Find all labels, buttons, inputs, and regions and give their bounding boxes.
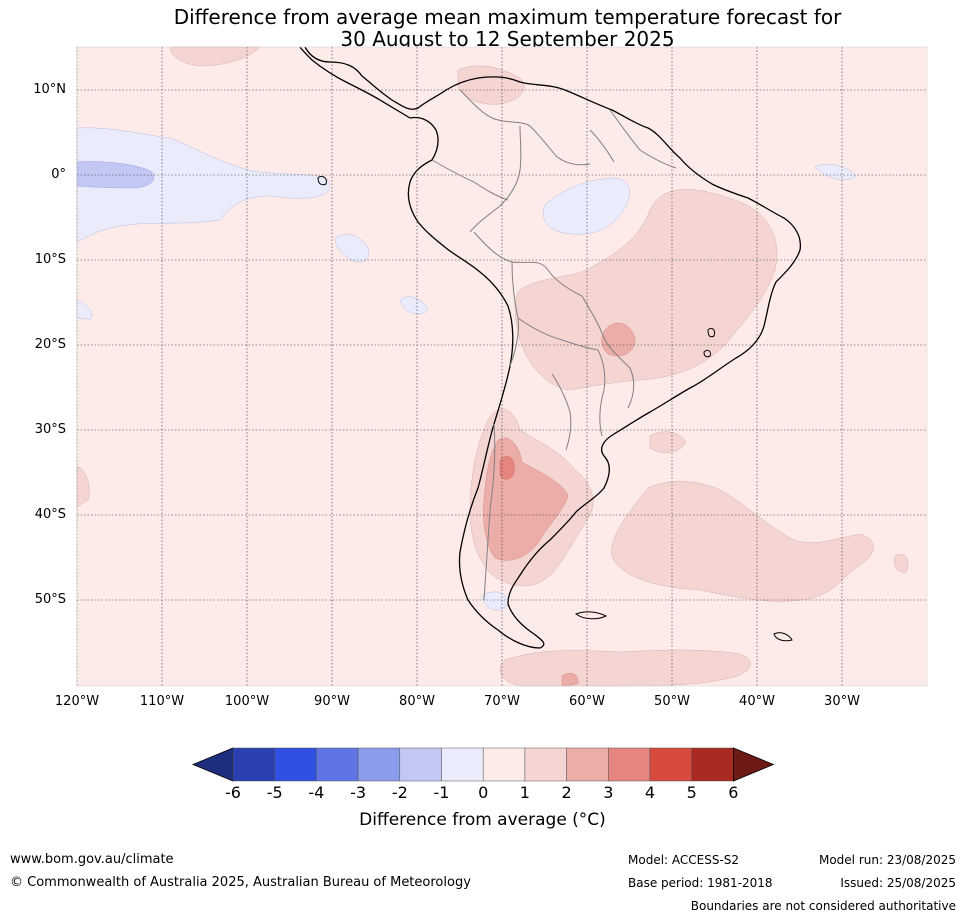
footer-boundaries-note: Boundaries are not considered authoritat… bbox=[690, 899, 956, 913]
lon-label-70w: 70°W bbox=[484, 694, 520, 709]
lon-label-30w: 30°W bbox=[824, 694, 860, 709]
warm-anomaly-south-atlantic bbox=[611, 481, 874, 602]
footer-model-run: Model run: 23/08/2025 bbox=[818, 853, 956, 867]
lat-label-0: 0° bbox=[51, 167, 66, 182]
map-title-line2: 30 August to 12 September 2025 bbox=[340, 27, 675, 51]
lon-label-120w: 120°W bbox=[54, 694, 100, 709]
colorbar-tick-label: -5 bbox=[266, 783, 283, 802]
lon-label-90w: 90°W bbox=[314, 694, 350, 709]
colorbar-bin bbox=[482, 747, 526, 782]
colorbar-tick-label: 6 bbox=[728, 783, 739, 802]
map-title-line1: Difference from average mean maximum tem… bbox=[173, 5, 842, 29]
warm-anomaly-south-pacific-west bbox=[76, 465, 90, 509]
country-borders bbox=[431, 89, 677, 601]
colorbar-bin bbox=[524, 747, 567, 782]
colorbar-bin bbox=[399, 747, 442, 782]
footer-model: Model: ACCESS-S2 bbox=[628, 853, 740, 867]
warm-anomaly-uruguay bbox=[649, 431, 687, 454]
cool-anomaly-small-3 bbox=[76, 299, 93, 321]
lat-label-10n: 10°N bbox=[33, 82, 66, 97]
lon-label-40w: 40°W bbox=[739, 694, 775, 709]
footer-issued: Issued: 25/08/2025 bbox=[840, 876, 956, 890]
colorbar-bin bbox=[691, 747, 734, 782]
lat-label-10s: 10°S bbox=[34, 252, 66, 267]
islands bbox=[317, 175, 793, 642]
colorbar-tick-label: -2 bbox=[391, 783, 408, 802]
cool-anomaly-east-atlantic bbox=[814, 164, 857, 180]
lat-label-20s: 20°S bbox=[34, 337, 66, 352]
colorbar-tick-label: -3 bbox=[350, 783, 367, 802]
colorbar-bin bbox=[441, 747, 484, 782]
colorbar-bin bbox=[316, 747, 359, 782]
colorbar-tick-label: 5 bbox=[686, 783, 697, 802]
warm-anomaly-argentina-peak bbox=[499, 456, 515, 480]
lon-label-50w: 50°W bbox=[654, 694, 690, 709]
cool-anomaly-core bbox=[76, 161, 155, 189]
colorbar-bin bbox=[232, 747, 275, 782]
lon-label-100w: 100°W bbox=[224, 694, 270, 709]
warm-anomaly-drake bbox=[499, 649, 751, 687]
colorbar-tick-label: 3 bbox=[603, 783, 614, 802]
lon-label-110w: 110°W bbox=[139, 694, 185, 709]
colorbar-bin bbox=[649, 747, 692, 782]
warm-anomaly-pacific-north bbox=[169, 46, 261, 67]
colorbar-bin bbox=[566, 747, 609, 782]
warm-anomaly-brazil bbox=[514, 189, 778, 391]
footer-base-period: Base period: 1981-2018 bbox=[628, 876, 773, 890]
lat-label-50s: 50°S bbox=[34, 592, 66, 607]
colorbar-tick-label: 4 bbox=[644, 783, 656, 802]
coastline-central-america bbox=[299, 46, 411, 119]
lon-label-80w: 80°W bbox=[399, 694, 435, 709]
colorbar-tick-label: -6 bbox=[225, 783, 241, 802]
colorbar bbox=[191, 747, 775, 782]
colorbar-tick-label: 0 bbox=[478, 783, 489, 802]
cool-anomaly-amazon bbox=[542, 177, 630, 235]
colorbar-tick-label: -4 bbox=[308, 783, 325, 802]
lat-label-40s: 40°S bbox=[34, 507, 66, 522]
lat-label-30s: 30°S bbox=[34, 422, 66, 437]
cool-anomaly-small-1 bbox=[335, 234, 370, 263]
cool-anomaly-east-pacific bbox=[76, 127, 331, 243]
cool-anomaly-small-2 bbox=[399, 296, 429, 315]
colorbar-bin bbox=[274, 747, 317, 782]
colorbar-extend-low bbox=[191, 747, 234, 782]
colorbar-tick-label: -1 bbox=[433, 783, 450, 802]
footer-url[interactable]: www.bom.gov.au/climate bbox=[10, 852, 174, 867]
colorbar-tick-label: 1 bbox=[519, 783, 530, 802]
colorbar-tick-label: 2 bbox=[561, 783, 572, 802]
colorbar-bin bbox=[357, 747, 401, 782]
colorbar-label: Difference from average (°C) bbox=[359, 810, 606, 830]
coastline-south-america bbox=[304, 46, 802, 649]
warm-anomaly-drake-core bbox=[561, 673, 579, 687]
warm-anomaly-caribbean bbox=[457, 65, 525, 105]
lon-label-60w: 60°W bbox=[569, 694, 605, 709]
warm-anomaly-far-east bbox=[894, 554, 909, 573]
colorbar-bin bbox=[608, 747, 651, 782]
footer-copyright: © Commonwealth of Australia 2025, Austra… bbox=[10, 875, 471, 890]
colorbar-extend-high bbox=[733, 747, 775, 782]
